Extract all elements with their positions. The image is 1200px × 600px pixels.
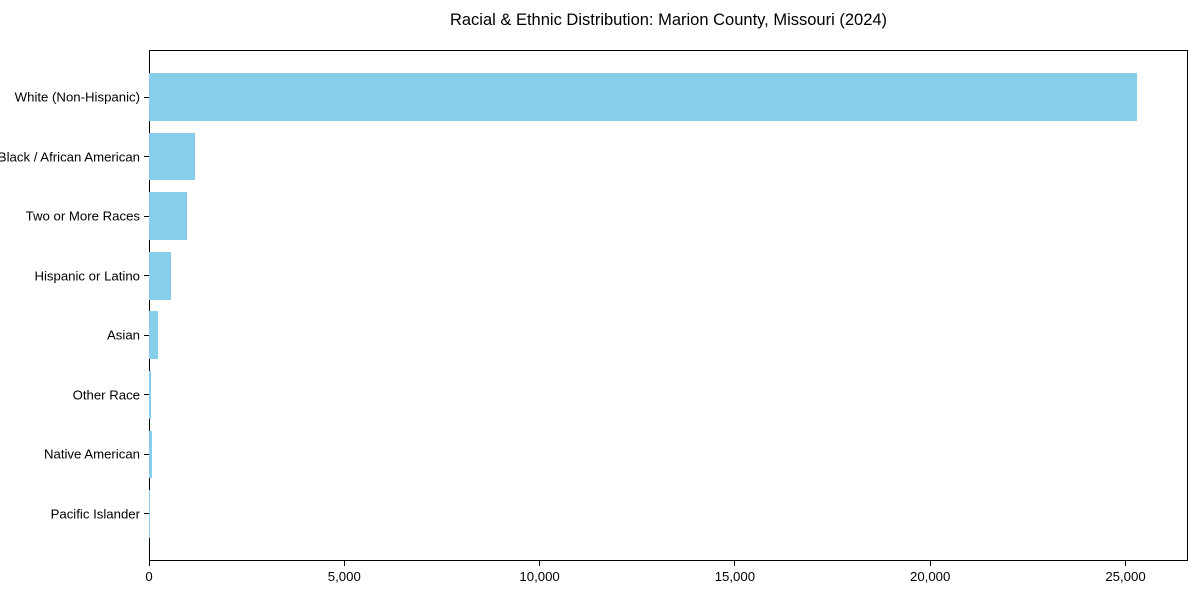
x-tick-label-5000: 5,000 xyxy=(327,569,361,584)
y-tick-label-asian: Asian xyxy=(107,327,140,343)
y-tick xyxy=(144,453,149,455)
bar-hispanic-or-latino xyxy=(149,251,171,300)
y-tick xyxy=(144,513,149,515)
y-tick-label-hispanic-or-latino: Hispanic or Latino xyxy=(34,268,140,284)
y-tick xyxy=(144,156,149,158)
x-tick xyxy=(929,561,931,566)
y-tick-label-native-american: Native American xyxy=(43,446,140,462)
x-tick-label-0: 0 xyxy=(145,569,153,584)
y-tick-label-two-or-more-races: Two or More Races xyxy=(25,208,140,224)
y-tick xyxy=(144,394,149,396)
y-tick xyxy=(144,215,149,217)
bar-black-african-american xyxy=(149,132,196,181)
x-tick xyxy=(734,561,736,566)
x-tick xyxy=(539,561,541,566)
bar-two-or-more-races xyxy=(149,192,188,240)
bar-asian xyxy=(149,311,158,360)
x-tick xyxy=(148,561,150,566)
bar-native-american xyxy=(149,430,153,479)
x-tick-label-15000: 15,000 xyxy=(714,569,756,584)
y-tick-label-pacific-islander: Pacific Islander xyxy=(50,506,140,522)
chart-title: Racial & Ethnic Distribution: Marion Cou… xyxy=(449,11,888,29)
bar-white-non-hispanic xyxy=(149,73,1138,121)
x-tick xyxy=(1125,561,1126,566)
y-tick xyxy=(144,96,149,98)
x-tick-label-20000: 20,000 xyxy=(910,569,951,584)
y-tick-label-white-non-hispanic: White (Non-Hispanic) xyxy=(14,89,140,105)
y-tick xyxy=(144,275,149,277)
y-tick xyxy=(144,334,149,336)
plot-area xyxy=(149,50,1188,561)
y-tick-label-other-race: Other Race xyxy=(72,387,140,403)
x-tick-label-25000: 25,000 xyxy=(1105,569,1146,584)
y-tick-label-black-african-american: Black / African American xyxy=(0,149,140,165)
x-tick xyxy=(343,561,345,566)
bar-other-race xyxy=(149,371,152,419)
x-tick-label-10000: 10,000 xyxy=(519,569,560,584)
